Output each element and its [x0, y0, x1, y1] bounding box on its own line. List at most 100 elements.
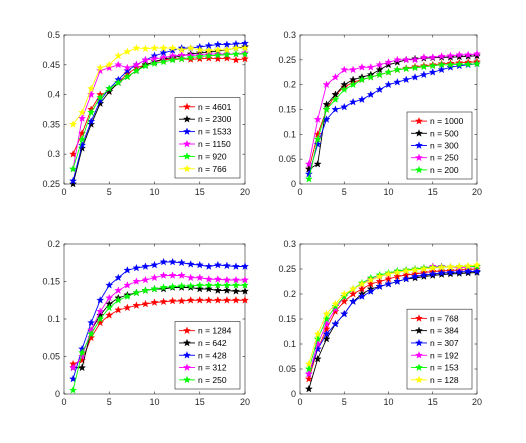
data-point-marker: [123, 303, 132, 312]
series-5: [69, 49, 249, 173]
data-point-marker: [357, 63, 366, 71]
data-point-marker: [141, 55, 150, 64]
y-tick-label: 0.2: [47, 239, 60, 249]
data-point-marker: [96, 96, 105, 104]
data-point-marker: [123, 63, 132, 72]
data-point-marker: [313, 354, 322, 363]
series-3: [69, 257, 249, 383]
data-point-marker: [123, 266, 132, 274]
data-point-marker: [446, 262, 455, 271]
legend-label: n = 428: [198, 350, 227, 360]
data-point-marker: [123, 72, 132, 81]
data-point-marker: [446, 63, 455, 71]
y-tick-label: 0.1: [47, 314, 60, 324]
data-point-marker: [340, 85, 349, 94]
data-point-marker: [204, 262, 213, 270]
data-point-marker: [473, 260, 481, 269]
legend-marker: [415, 165, 423, 174]
data-point-marker: [141, 262, 150, 270]
legend-label: n = 1000: [430, 116, 464, 126]
data-point-marker: [349, 65, 358, 74]
data-point-marker: [96, 314, 105, 323]
data-point-marker: [402, 274, 411, 283]
data-point-marker: [437, 263, 446, 271]
data-point-marker: [168, 282, 177, 291]
legend-label: n = 307: [430, 338, 459, 348]
y-tick-label: 0.3: [283, 239, 296, 249]
data-point-marker: [402, 55, 411, 64]
data-point-marker: [331, 302, 340, 310]
data-point-marker: [446, 60, 455, 69]
legend-label: n = 2300: [198, 114, 232, 124]
x-tick-label: 0: [297, 397, 302, 407]
y-tick-label: 0.2: [283, 80, 296, 90]
data-point-marker: [375, 282, 384, 290]
data-point-marker: [105, 303, 114, 312]
data-point-marker: [419, 62, 428, 71]
data-point-marker: [411, 265, 420, 274]
x-tick-label: 15: [195, 187, 205, 197]
data-point-marker: [114, 286, 123, 294]
data-point-marker: [241, 287, 249, 295]
data-point-marker: [132, 301, 141, 309]
data-point-marker: [231, 296, 240, 304]
legend-box: [406, 308, 473, 390]
data-point-marker: [213, 260, 222, 269]
data-point-marker: [105, 87, 114, 95]
data-point-marker: [150, 273, 159, 282]
data-point-marker: [150, 43, 159, 52]
x-tick-label: 10: [149, 187, 159, 197]
data-point-marker: [393, 78, 402, 86]
data-point-marker: [150, 298, 159, 306]
x-tick-label: 5: [342, 187, 347, 197]
data-point-marker: [204, 284, 213, 293]
data-point-marker: [428, 68, 437, 76]
data-point-marker: [213, 281, 222, 289]
data-point-marker: [313, 115, 322, 123]
series-4: [304, 49, 481, 168]
data-point-marker: [313, 329, 322, 338]
y-tick-label: 0.05: [42, 352, 60, 362]
data-point-marker: [195, 45, 204, 54]
data-point-marker: [69, 179, 78, 188]
data-point-marker: [87, 90, 96, 98]
data-point-marker: [114, 305, 123, 314]
data-point-marker: [349, 289, 358, 298]
data-point-marker: [177, 45, 186, 54]
data-point-marker: [473, 59, 481, 68]
data-point-marker: [304, 369, 313, 378]
data-point-marker: [177, 281, 186, 290]
series-4: [69, 271, 249, 372]
legend-marker: [415, 314, 423, 322]
data-point-marker: [304, 359, 313, 368]
legend-label: n = 384: [430, 326, 459, 336]
legend-label: n = 200: [430, 165, 459, 175]
data-point-marker: [195, 273, 204, 282]
data-point-marker: [141, 299, 150, 308]
data-point-marker: [222, 286, 231, 294]
series-6: [304, 260, 481, 368]
data-point-marker: [357, 95, 366, 103]
data-point-marker: [384, 68, 393, 76]
data-point-marker: [168, 43, 177, 52]
data-point-marker: [159, 271, 168, 279]
y-tick-label: 0.15: [278, 105, 296, 115]
legend-marker: [183, 338, 191, 347]
data-point-marker: [375, 272, 384, 280]
data-point-marker: [331, 95, 340, 103]
data-point-marker: [402, 266, 411, 275]
data-point-marker: [455, 267, 464, 276]
x-tick-label: 10: [383, 397, 393, 407]
data-point-marker: [340, 102, 349, 111]
data-point-marker: [195, 52, 204, 60]
data-point-marker: [231, 262, 240, 270]
data-point-marker: [105, 63, 114, 72]
data-point-marker: [331, 299, 340, 308]
data-point-marker: [186, 281, 195, 290]
data-point-marker: [366, 63, 375, 71]
data-point-marker: [195, 54, 204, 63]
data-point-marker: [105, 281, 114, 289]
data-point-marker: [195, 281, 204, 289]
data-point-marker: [437, 52, 446, 60]
